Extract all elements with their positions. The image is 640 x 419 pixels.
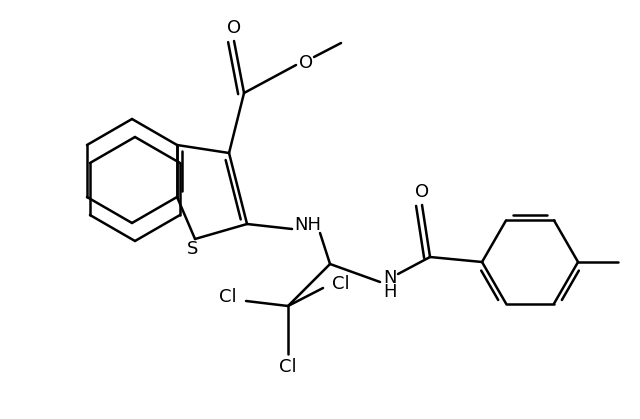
- Text: O: O: [415, 183, 429, 201]
- Text: NH: NH: [294, 216, 321, 234]
- Text: H: H: [383, 283, 397, 301]
- Text: Cl: Cl: [220, 288, 237, 306]
- Text: O: O: [299, 54, 313, 72]
- Text: Cl: Cl: [332, 275, 350, 293]
- Text: S: S: [188, 240, 199, 258]
- Text: O: O: [227, 19, 241, 37]
- Text: N: N: [383, 269, 397, 287]
- Text: Cl: Cl: [279, 358, 297, 376]
